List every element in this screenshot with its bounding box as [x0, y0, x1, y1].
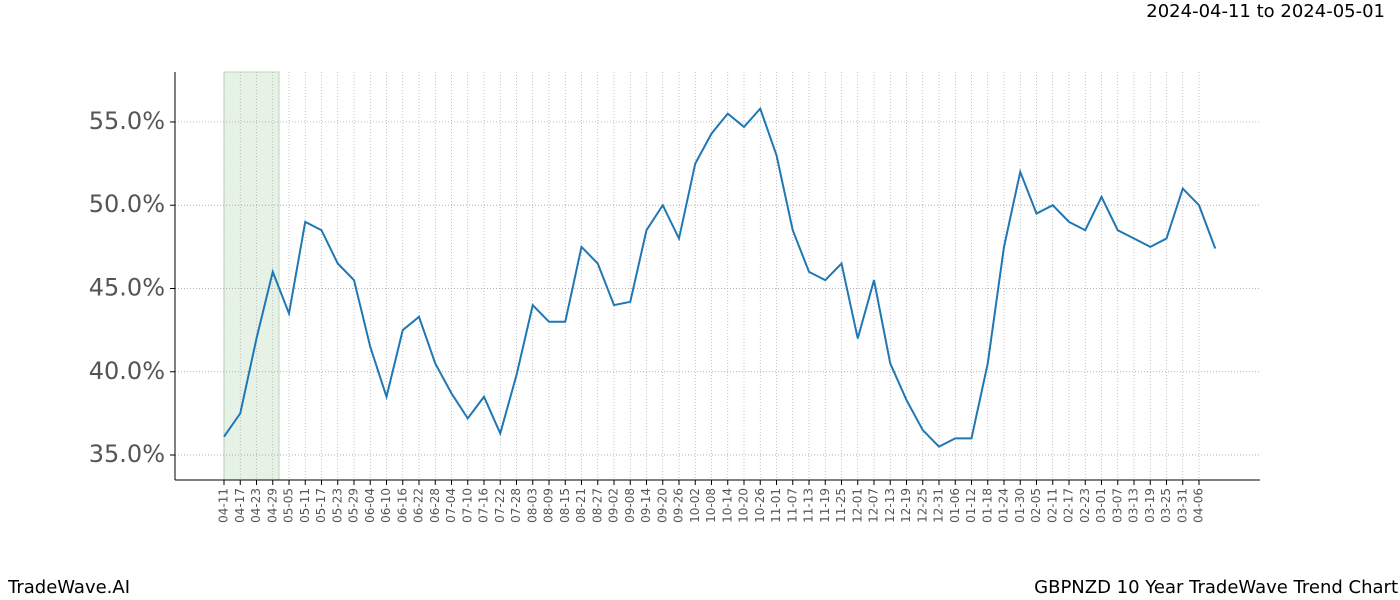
x-tick-label: 06-16: [395, 488, 409, 523]
brand: TradeWave.AI: [7, 577, 130, 598]
x-tick-label: 08-27: [590, 488, 604, 523]
x-tick-label: 04-17: [233, 488, 247, 523]
x-tick-label: 10-14: [720, 488, 734, 523]
x-tick-label: 12-25: [915, 488, 929, 523]
x-tick-label: 05-17: [314, 488, 328, 523]
x-tick-label: 04-23: [249, 488, 263, 523]
x-tick-label: 08-09: [542, 488, 556, 523]
x-tick-label: 11-25: [834, 488, 848, 523]
x-tick-label: 01-06: [948, 488, 962, 523]
x-tick-label: 12-31: [932, 488, 946, 523]
x-tick-label: 09-26: [672, 488, 686, 523]
x-tick-label: 08-03: [525, 488, 539, 523]
x-tick-label: 03-07: [1110, 488, 1124, 523]
x-tick-label: 07-28: [509, 488, 523, 523]
x-tick-label: 02-11: [1045, 488, 1059, 523]
x-tick-label: 03-25: [1159, 488, 1173, 523]
x-tick-label: 07-22: [493, 488, 507, 523]
x-tick-label: 01-24: [997, 488, 1011, 523]
x-tick-label: 09-20: [655, 488, 669, 523]
y-tick-label: 50.0%: [89, 190, 165, 218]
chart-title: GBPNZD 10 Year TradeWave Trend Chart: [1034, 577, 1398, 598]
y-tick-label: 45.0%: [89, 273, 165, 301]
x-tick-label: 03-13: [1127, 488, 1141, 523]
x-tick-label: 04-29: [265, 488, 279, 523]
x-tick-label: 11-01: [769, 488, 783, 523]
x-tick-label: 06-28: [428, 488, 442, 523]
x-tick-label: 02-17: [1062, 488, 1076, 523]
x-tick-label: 09-14: [639, 488, 653, 523]
x-tick-label: 10-26: [753, 488, 767, 523]
x-tick-label: 09-08: [623, 488, 637, 523]
y-tick-label: 40.0%: [89, 357, 165, 385]
y-tick-label: 35.0%: [89, 440, 165, 468]
x-tick-label: 01-12: [964, 488, 978, 523]
x-tick-label: 03-01: [1094, 488, 1108, 523]
x-tick-label: 05-11: [298, 488, 312, 523]
x-tick-label: 11-13: [802, 488, 816, 523]
x-tick-label: 08-21: [574, 488, 588, 523]
x-tick-label: 10-08: [704, 488, 718, 523]
x-tick-label: 10-02: [688, 488, 702, 523]
x-tick-label: 01-18: [980, 488, 994, 523]
x-tick-label: 06-04: [363, 488, 377, 523]
x-tick-label: 07-16: [477, 488, 491, 523]
x-tick-label: 03-31: [1175, 488, 1189, 523]
x-tick-label: 06-10: [379, 488, 393, 523]
x-tick-label: 07-10: [460, 488, 474, 523]
x-tick-label: 01-30: [1013, 488, 1027, 523]
x-tick-label: 04-11: [217, 488, 231, 523]
x-tick-label: 06-22: [412, 488, 426, 523]
x-tick-label: 05-05: [282, 488, 296, 523]
x-tick-label: 09-02: [607, 488, 621, 523]
x-tick-label: 02-23: [1078, 488, 1092, 523]
x-tick-label: 05-23: [330, 488, 344, 523]
x-tick-label: 04-06: [1192, 488, 1206, 523]
x-tick-label: 11-07: [785, 488, 799, 523]
x-tick-label: 12-13: [883, 488, 897, 523]
x-tick-label: 02-05: [1029, 488, 1043, 523]
chart-subtitle: 2024-04-11 to 2024-05-01: [1146, 1, 1385, 22]
y-tick-label: 55.0%: [89, 107, 165, 135]
highlight-range: [223, 71, 280, 481]
x-tick-label: 08-15: [558, 488, 572, 523]
x-tick-label: 12-07: [867, 488, 881, 523]
x-tick-label: 11-19: [818, 488, 832, 523]
x-tick-label: 05-29: [347, 488, 361, 523]
x-tick-label: 12-01: [850, 488, 864, 523]
x-tick-label: 07-04: [444, 488, 458, 523]
x-tick-label: 10-20: [737, 488, 751, 523]
trend-line: [223, 106, 1217, 448]
x-tick-label: 12-19: [899, 488, 913, 523]
x-tick-label: 03-19: [1143, 488, 1157, 523]
